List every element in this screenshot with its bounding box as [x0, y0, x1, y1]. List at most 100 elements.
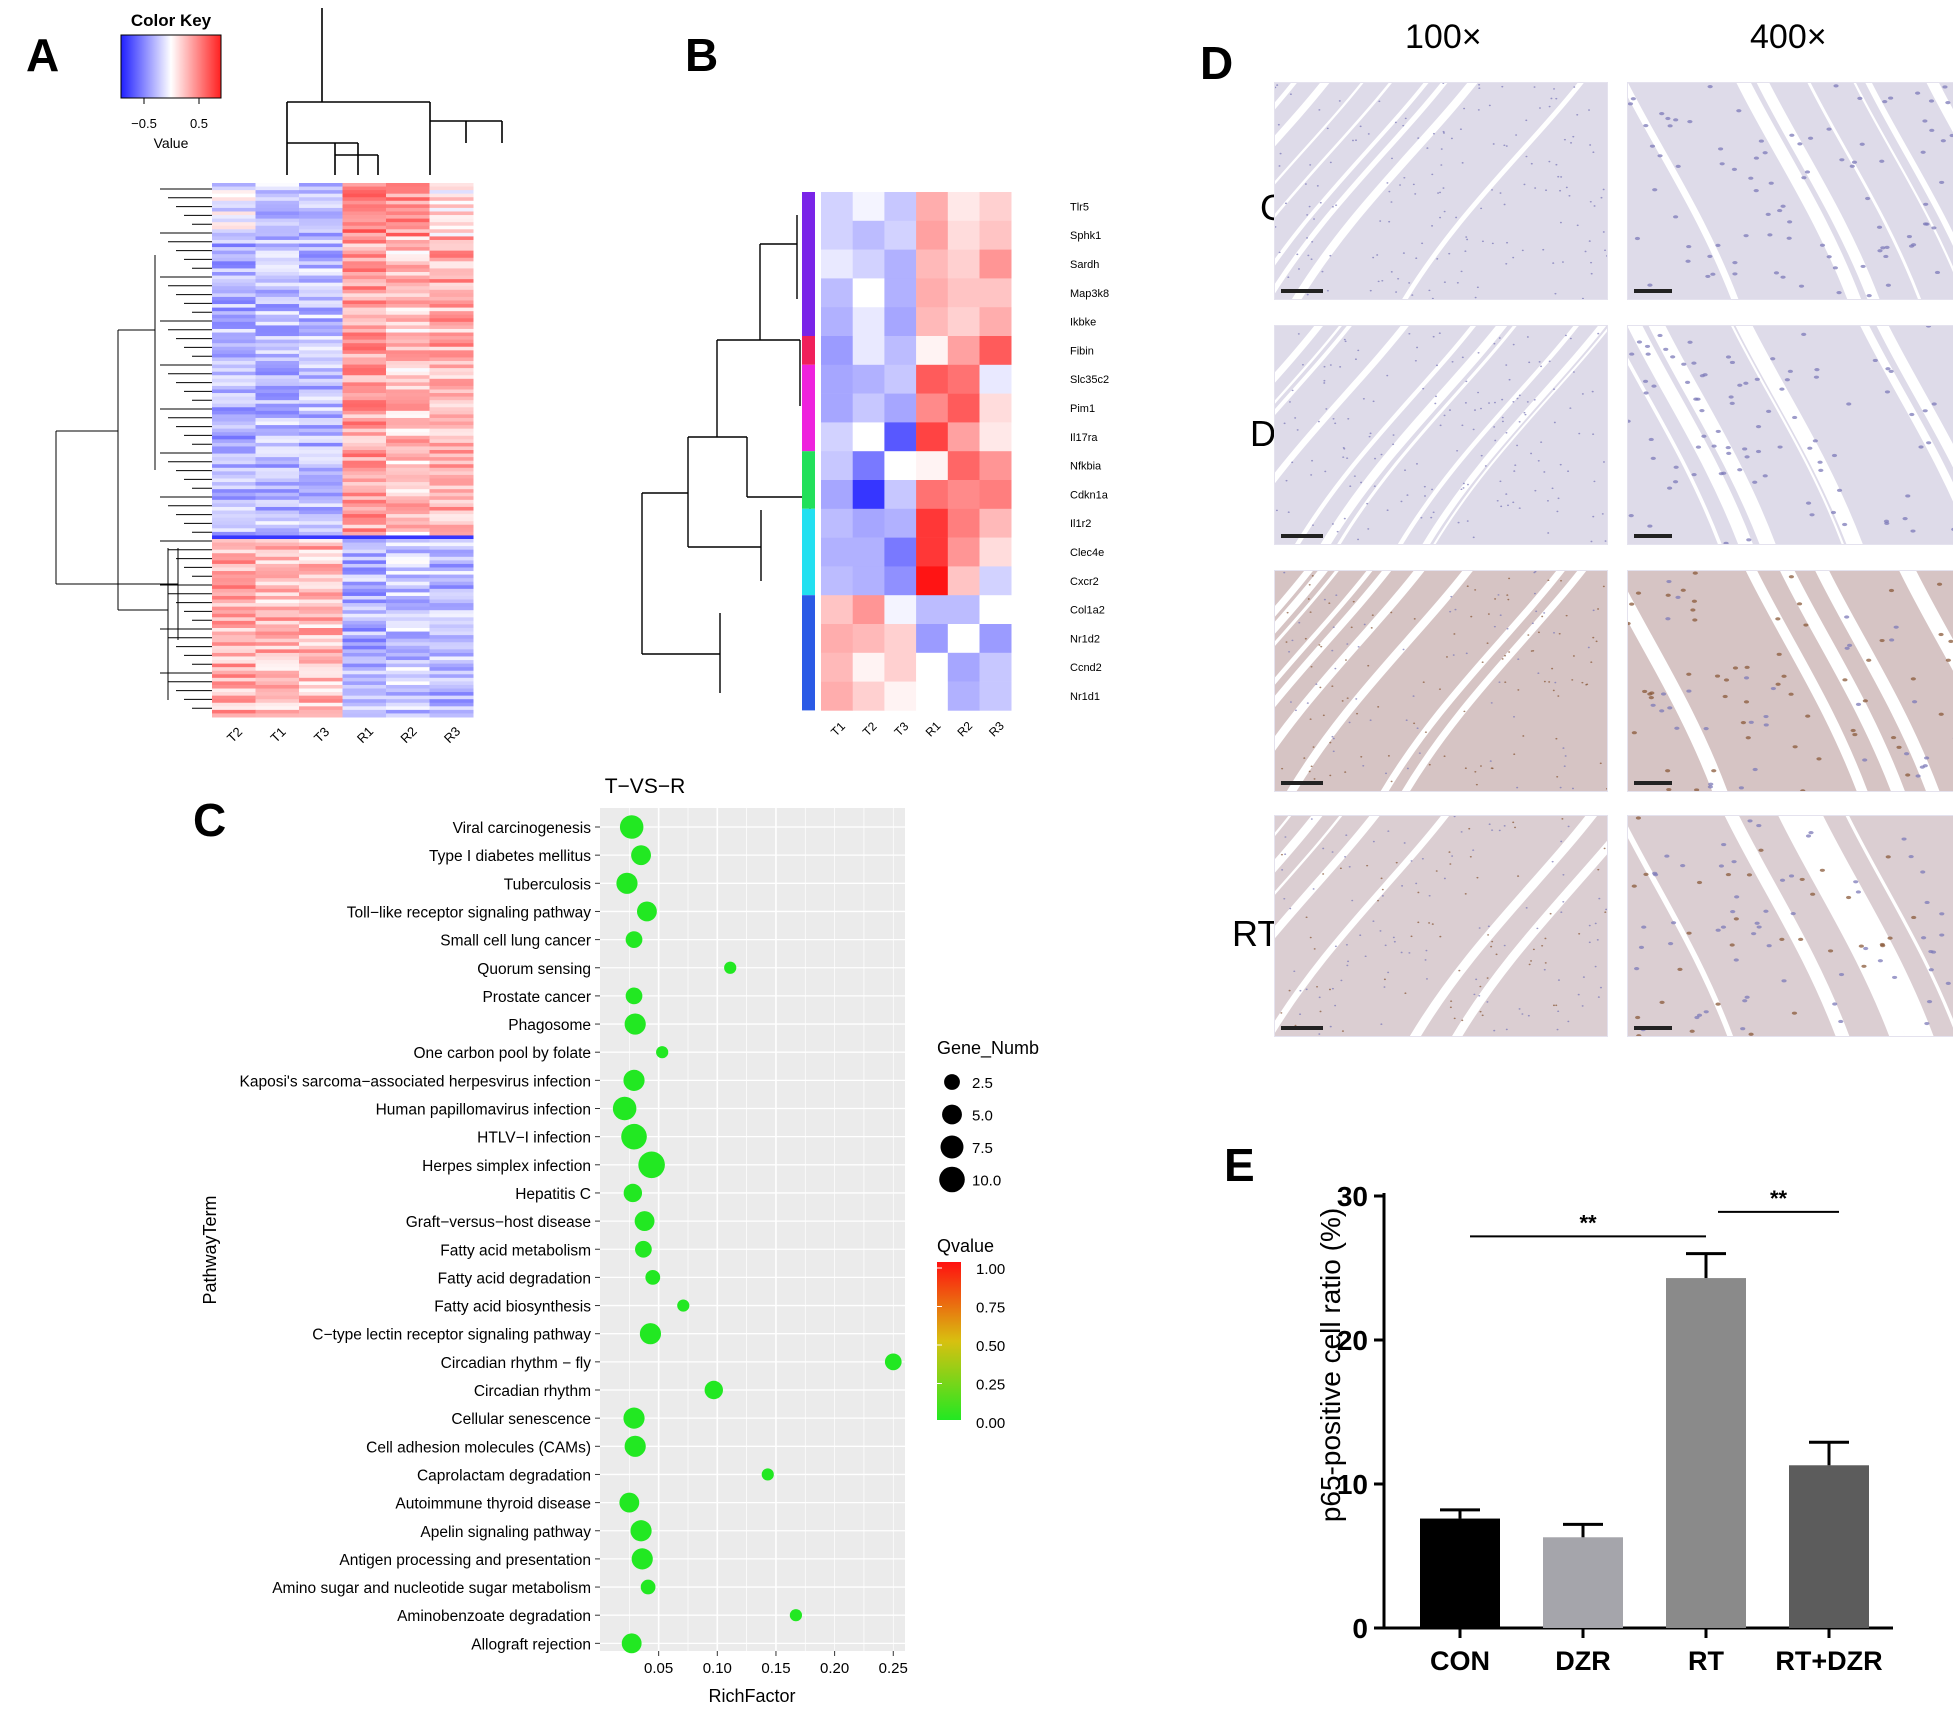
heatmap-a-cell [299, 485, 343, 490]
heatmap-a-cell [386, 467, 430, 472]
heatmap-a-cell [429, 282, 474, 287]
heatmap-b-cell [852, 192, 885, 222]
heatmap-a-cell [429, 375, 474, 380]
heatmap-a-cell [255, 371, 300, 376]
heatmap-b-cell [947, 422, 980, 452]
heatmap-a-cell [255, 197, 300, 202]
heatmap-a-cell [429, 620, 474, 625]
heatmap-a-cell [212, 684, 256, 690]
significance-label: ** [1579, 1210, 1597, 1235]
bar [1543, 1537, 1623, 1628]
significance-brackets: ** ** [1470, 1186, 1839, 1238]
heatmap-a-cell [299, 215, 343, 220]
heatmap-a-cell [212, 656, 256, 661]
heatmap-a-cell [386, 200, 430, 205]
bubble-series [612, 815, 902, 1654]
heatmap-a-cell [429, 446, 474, 451]
heatmap-a-cell [212, 695, 256, 700]
bubble-point [616, 872, 638, 894]
heatmap-a-cell [212, 300, 256, 305]
heatmap-a-cell [342, 425, 387, 430]
heatmap-a-cell [429, 556, 474, 561]
heatmap-a-cell [212, 222, 256, 227]
pathway-term-label: Prostate cancer [482, 989, 591, 1006]
heatmap-a-cell [386, 357, 430, 362]
heatmap-a-cell [429, 660, 474, 665]
heatmap-a-cell [342, 709, 387, 714]
heatmap-b-cell [852, 393, 885, 423]
heatmap-a-cell [212, 713, 256, 718]
heatmap-a-cell [255, 400, 300, 405]
heatmap-a-cell [212, 588, 256, 593]
qvalue-colorbar [937, 1262, 961, 1420]
heatmap-a-cell [342, 282, 387, 287]
heatmap-a-cell [212, 514, 256, 519]
heatmap-a-cell [386, 588, 430, 593]
heatmap-b-cell [821, 566, 853, 596]
heatmap-a-cell [212, 638, 256, 643]
heatmap-a-cell [299, 304, 343, 309]
heatmap-a-cell [386, 264, 430, 269]
heatmap-a-cell [429, 407, 474, 412]
heatmap-a-cell [255, 368, 300, 373]
heatmap-a-cell [386, 709, 430, 714]
bubble-point [612, 1096, 637, 1121]
heatmap-a-cell [299, 628, 343, 633]
heatmap-a-cell [212, 613, 256, 618]
pathway-term-label: Kaposi's sarcoma−associated herpesvirus … [240, 1073, 591, 1090]
size-legend-dot [942, 1104, 962, 1125]
heatmap-a-cell [212, 699, 256, 704]
heatmap-a-cell [212, 239, 256, 245]
heatmap-a-cell [299, 713, 343, 718]
heatmap-a-cell [255, 524, 300, 529]
heatmap-a-cell [255, 503, 300, 508]
heatmap-b-cell [884, 451, 917, 481]
heatmap-a-cell [429, 328, 474, 334]
heatmap-a-cell [299, 207, 343, 212]
heatmap-a-cell [429, 215, 474, 220]
heatmap-a-cell [299, 499, 343, 504]
p65-bar-chart: p65-positive cell ratio (%) 0 10 20 30 CON D… [1315, 1181, 1893, 1676]
heatmap-a-cell [342, 670, 387, 675]
heatmap-a-cell [386, 236, 430, 241]
heatmap-a-cell [212, 585, 256, 590]
heatmap-b-cell [979, 220, 1012, 250]
gene-label: Fibin [1070, 345, 1094, 357]
heatmap-a-cell [386, 364, 430, 369]
bubble-point [704, 1380, 723, 1400]
heatmap-a-cell [342, 357, 387, 362]
heatmap-a-cell [212, 624, 256, 629]
heatmap-a-cell [212, 535, 256, 540]
heatmap-a-cell [429, 357, 474, 362]
heatmap-a-cell [212, 567, 256, 572]
heatmap-b-cell [884, 681, 917, 711]
heatmap-a-cell [429, 239, 474, 245]
heatmap-a-cell [386, 585, 430, 590]
heatmap-a-cell [212, 563, 256, 568]
heatmap-a-cell [299, 610, 343, 615]
heatmap-a-cell [342, 496, 387, 501]
heatmap-a-cell [386, 396, 430, 401]
heatmap-a-cell [255, 610, 300, 615]
heatmap-b-cell [884, 220, 917, 250]
heatmap-a-cell [429, 336, 474, 341]
heatmap-a-cell [255, 638, 300, 643]
heatmap-a-cell [386, 489, 430, 494]
heatmap-a-cell [212, 293, 256, 298]
heatmap-a-cell [386, 542, 430, 547]
heatmap-a-cell [255, 389, 300, 394]
heatmap-a-cell [342, 364, 387, 369]
heatmap-a-cell [299, 503, 343, 508]
heatmap-a-cell [386, 250, 430, 255]
heatmap-a-cell [429, 489, 474, 494]
heatmap-a-cell [386, 385, 430, 390]
heatmap-a-cell [255, 542, 300, 547]
heatmap-a-cell [386, 624, 430, 629]
heatmap-a-cell [299, 521, 343, 526]
heatmap-a-cell [429, 261, 474, 266]
heatmap-a-cell [342, 325, 387, 330]
heatmap-a-cell [429, 393, 474, 398]
heatmap-a-cell [342, 649, 387, 654]
heatmap-a-cell [342, 183, 387, 188]
heatmap-a-cell [299, 421, 343, 426]
